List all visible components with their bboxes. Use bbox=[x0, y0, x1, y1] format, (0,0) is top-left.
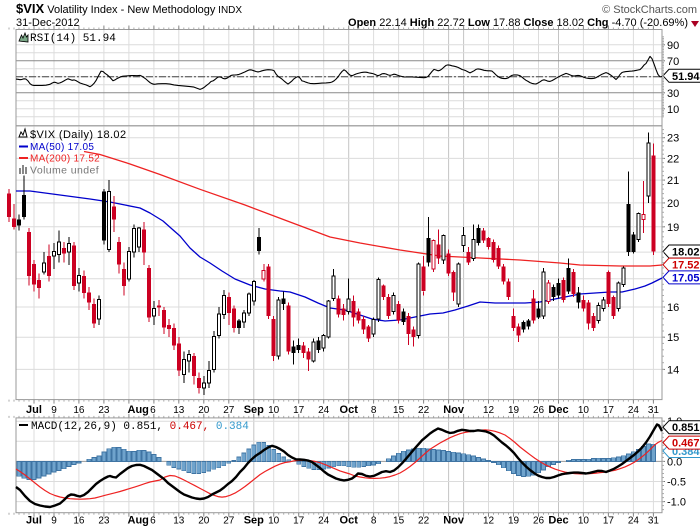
svg-text:-1.0: -1.0 bbox=[667, 497, 686, 509]
svg-text:Nov: Nov bbox=[443, 404, 465, 416]
svg-text:17: 17 bbox=[603, 516, 615, 527]
svg-text:RSI(14) 51.94: RSI(14) 51.94 bbox=[30, 33, 116, 45]
svg-text:22: 22 bbox=[418, 405, 430, 416]
svg-text:10: 10 bbox=[578, 405, 590, 416]
svg-text:Jul: Jul bbox=[26, 404, 42, 416]
svg-text:24: 24 bbox=[628, 405, 640, 416]
svg-text:27: 27 bbox=[223, 405, 235, 416]
svg-text:Nov: Nov bbox=[443, 515, 465, 527]
svg-text:9: 9 bbox=[51, 405, 57, 416]
svg-text:16: 16 bbox=[73, 405, 85, 416]
svg-text:26: 26 bbox=[533, 516, 545, 527]
svg-text:© StockCharts.com: © StockCharts.com bbox=[602, 4, 697, 16]
svg-text:13: 13 bbox=[173, 405, 185, 416]
svg-text:Jul: Jul bbox=[26, 515, 42, 527]
svg-text:Aug: Aug bbox=[128, 404, 149, 416]
svg-text:0.467: 0.467 bbox=[672, 438, 700, 450]
svg-text:12: 12 bbox=[483, 516, 495, 527]
svg-text:16: 16 bbox=[667, 302, 679, 314]
svg-text:19: 19 bbox=[667, 222, 679, 234]
svg-text:19: 19 bbox=[508, 405, 520, 416]
svg-text:Sep: Sep bbox=[244, 515, 264, 527]
svg-text:8: 8 bbox=[371, 405, 377, 416]
svg-text:22: 22 bbox=[667, 153, 679, 165]
svg-text:31: 31 bbox=[648, 405, 660, 416]
svg-text:$VIX Volatility Index - New Me: $VIX Volatility Index - New Methodology … bbox=[16, 1, 242, 16]
svg-text:Sep: Sep bbox=[244, 404, 264, 416]
svg-text:12: 12 bbox=[483, 405, 495, 416]
svg-text:0.0: 0.0 bbox=[667, 456, 682, 468]
svg-text:6: 6 bbox=[150, 516, 156, 527]
svg-text:10: 10 bbox=[268, 516, 280, 527]
svg-text:70: 70 bbox=[667, 56, 679, 68]
svg-text:24: 24 bbox=[318, 516, 330, 527]
svg-text:23: 23 bbox=[98, 516, 110, 527]
svg-text:26: 26 bbox=[533, 405, 545, 416]
svg-text:15: 15 bbox=[393, 405, 405, 416]
svg-text:16: 16 bbox=[73, 516, 85, 527]
svg-text:10: 10 bbox=[667, 104, 679, 116]
svg-text:17: 17 bbox=[603, 405, 615, 416]
svg-text:90: 90 bbox=[667, 40, 679, 52]
svg-text:Oct: Oct bbox=[340, 515, 359, 527]
svg-text:30: 30 bbox=[667, 88, 679, 100]
svg-text:Oct: Oct bbox=[340, 404, 359, 416]
svg-text:10: 10 bbox=[578, 516, 590, 527]
svg-text:20: 20 bbox=[198, 516, 210, 527]
svg-text:0.851: 0.851 bbox=[672, 422, 700, 434]
svg-text:51.94: 51.94 bbox=[672, 71, 700, 83]
svg-text:31: 31 bbox=[648, 516, 660, 527]
svg-text:13: 13 bbox=[173, 516, 185, 527]
svg-text:20: 20 bbox=[198, 405, 210, 416]
svg-text:22: 22 bbox=[418, 516, 430, 527]
svg-text:MACD(12,26,9) 0.851, 0.467, 0.: MACD(12,26,9) 0.851, 0.467, 0.384 bbox=[31, 421, 249, 433]
svg-text:Dec: Dec bbox=[548, 515, 568, 527]
svg-text:17.52: 17.52 bbox=[672, 260, 700, 272]
svg-text:Dec: Dec bbox=[548, 404, 568, 416]
svg-text:14: 14 bbox=[667, 364, 679, 376]
svg-text:Aug: Aug bbox=[128, 515, 149, 527]
svg-text:10: 10 bbox=[268, 405, 280, 416]
svg-text:17: 17 bbox=[293, 405, 305, 416]
svg-text:31-Dec-2012: 31-Dec-2012 bbox=[16, 17, 80, 29]
svg-text:24: 24 bbox=[628, 516, 640, 527]
svg-text:27: 27 bbox=[223, 516, 235, 527]
svg-text:24: 24 bbox=[318, 405, 330, 416]
svg-text:20: 20 bbox=[667, 198, 679, 210]
svg-text:8: 8 bbox=[371, 516, 377, 527]
svg-text:17: 17 bbox=[293, 516, 305, 527]
svg-text:18.02: 18.02 bbox=[672, 247, 700, 259]
svg-text:Volume undef: Volume undef bbox=[30, 165, 99, 177]
svg-text:Open 22.14 High 22.72 Low 17.8: Open 22.14 High 22.72 Low 17.88 Close 18… bbox=[348, 17, 688, 29]
svg-text:-0.5: -0.5 bbox=[667, 477, 686, 489]
svg-text:MA(50) 17.05: MA(50) 17.05 bbox=[30, 142, 94, 153]
svg-text:6: 6 bbox=[150, 405, 156, 416]
svg-text:19: 19 bbox=[508, 516, 520, 527]
svg-text:15: 15 bbox=[393, 516, 405, 527]
svg-text:17.05: 17.05 bbox=[672, 272, 700, 284]
svg-text:$VIX (Daily) 18.02: $VIX (Daily) 18.02 bbox=[30, 129, 126, 141]
svg-text:23: 23 bbox=[98, 405, 110, 416]
svg-text:23: 23 bbox=[667, 133, 679, 145]
svg-text:MA(200) 17.52: MA(200) 17.52 bbox=[30, 154, 100, 165]
svg-text:15: 15 bbox=[667, 332, 679, 344]
svg-text:21: 21 bbox=[667, 175, 679, 187]
svg-text:9: 9 bbox=[51, 516, 57, 527]
